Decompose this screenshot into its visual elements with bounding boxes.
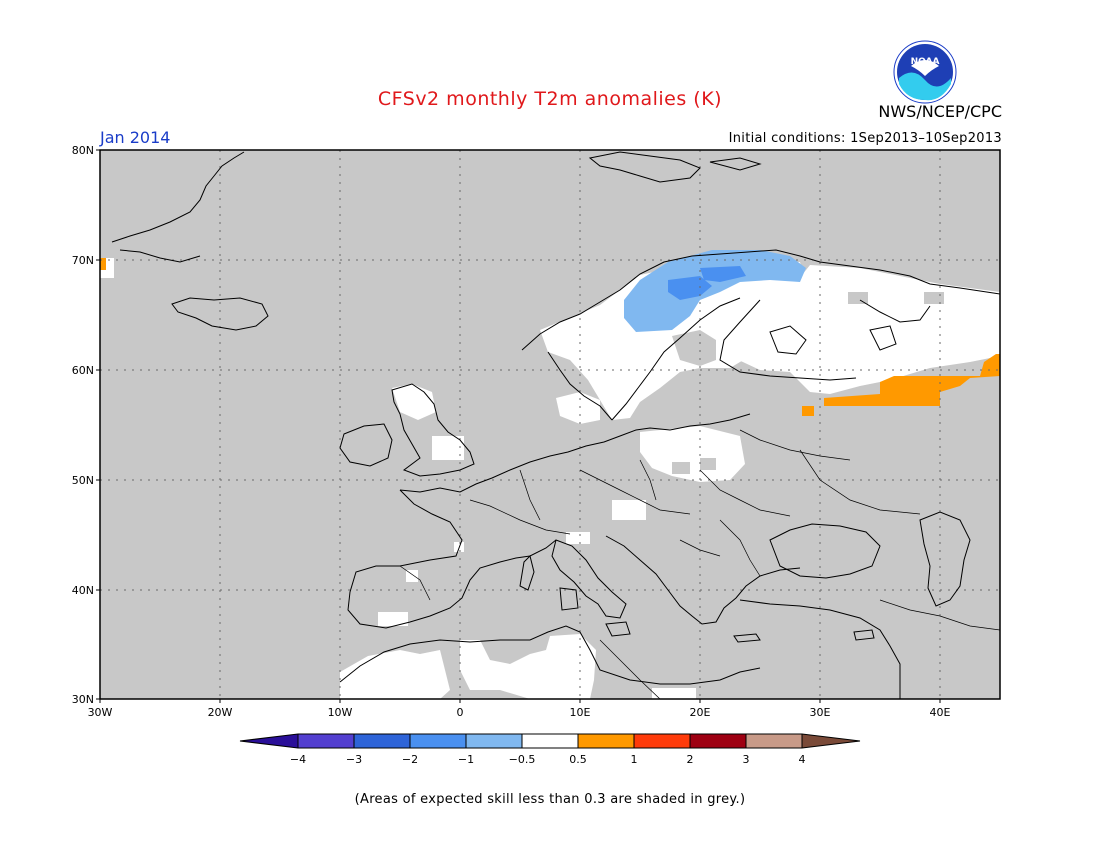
colorbar: −4 −3 −2 −1 −0.5 0.5 1 2 3 4 bbox=[239, 733, 861, 766]
colorbar-swatch bbox=[690, 734, 746, 748]
country-borders bbox=[399, 429, 1000, 699]
colorbar-label: −0.5 bbox=[509, 753, 536, 766]
lon-label: 30E bbox=[810, 706, 831, 719]
noaa-logo: NOAA bbox=[893, 40, 957, 104]
initial-conditions-label: Initial conditions: 1Sep2013–10Sep2013 bbox=[728, 131, 1002, 146]
colorbar-swatch bbox=[240, 734, 298, 748]
lat-label: 40N bbox=[72, 584, 94, 597]
lon-label: 10E bbox=[570, 706, 591, 719]
footnote: (Areas of expected skill less than 0.3 a… bbox=[354, 792, 746, 807]
positive-anomaly-region bbox=[100, 258, 1000, 416]
colorbar-swatch bbox=[634, 734, 690, 748]
lat-label: 70N bbox=[72, 254, 94, 267]
colorbar-swatch bbox=[578, 734, 634, 748]
noaa-logo-text: NOAA bbox=[911, 57, 940, 67]
lat-label: 30N bbox=[72, 693, 94, 706]
latitude-labels: 80N 70N 60N 50N 40N 30N bbox=[72, 144, 94, 706]
colorbar-label: −3 bbox=[346, 753, 362, 766]
organization-label: NWS/NCEP/CPC bbox=[878, 102, 1002, 121]
lat-label: 50N bbox=[72, 474, 94, 487]
colorbar-label: 0.5 bbox=[569, 753, 587, 766]
lon-label: 20W bbox=[208, 706, 233, 719]
colorbar-swatch bbox=[410, 734, 466, 748]
colorbar-swatch bbox=[354, 734, 410, 748]
map-background bbox=[100, 150, 1000, 699]
map-frame bbox=[99, 149, 1001, 700]
map-panel: 80N 70N 60N 50N 40N 30N 30W 20W 10W 0 10… bbox=[72, 144, 1001, 719]
colorbar-swatch bbox=[466, 734, 522, 748]
lon-label: 20E bbox=[690, 706, 711, 719]
coastlines bbox=[111, 151, 1000, 699]
chart-title: CFSv2 monthly T2m anomalies (K) bbox=[377, 88, 723, 110]
colorbar-label: 1 bbox=[631, 753, 638, 766]
lon-label: 30W bbox=[88, 706, 113, 719]
lat-label: 60N bbox=[72, 364, 94, 377]
colorbar-label: −2 bbox=[402, 753, 418, 766]
colorbar-label: −1 bbox=[458, 753, 474, 766]
colorbar-swatch bbox=[802, 734, 860, 748]
low-skill-patches bbox=[672, 292, 944, 474]
longitude-labels: 30W 20W 10W 0 10E 20E 30E 40E bbox=[88, 706, 951, 719]
lon-label: 40E bbox=[930, 706, 951, 719]
colorbar-label: 2 bbox=[687, 753, 694, 766]
negative-anomaly-region bbox=[624, 250, 806, 332]
colorbar-swatch bbox=[746, 734, 802, 748]
colorbar-label: 4 bbox=[799, 753, 806, 766]
colorbar-swatch bbox=[522, 734, 578, 748]
colorbar-label: 3 bbox=[743, 753, 750, 766]
forecast-month-label: Jan 2014 bbox=[100, 128, 171, 147]
colorbar-swatch bbox=[298, 734, 354, 748]
colorbar-label: −4 bbox=[290, 753, 306, 766]
axis-ticks bbox=[96, 149, 941, 703]
lon-label: 0 bbox=[457, 706, 464, 719]
lat-label: 80N bbox=[72, 144, 94, 157]
graticule bbox=[100, 150, 1000, 699]
lon-label: 10W bbox=[328, 706, 353, 719]
